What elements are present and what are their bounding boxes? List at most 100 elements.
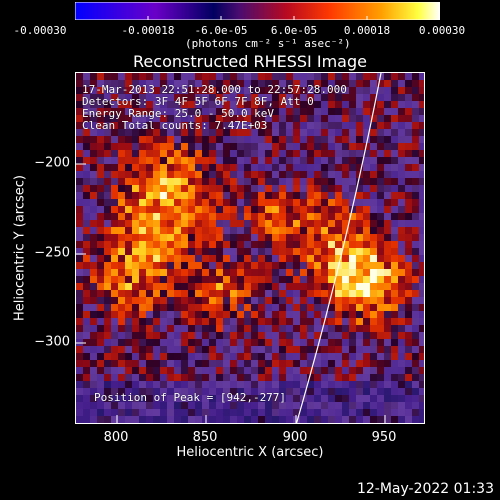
heatmap-cell — [412, 395, 419, 402]
heatmap-cell — [391, 157, 398, 164]
heatmap-cell — [118, 108, 125, 115]
heatmap-cell — [377, 255, 384, 262]
heatmap-cell — [76, 269, 83, 276]
heatmap-cell — [216, 73, 223, 80]
heatmap-cell — [111, 220, 118, 227]
heatmap-cell — [97, 220, 104, 227]
heatmap-cell — [335, 143, 342, 150]
heatmap-cell — [342, 381, 349, 388]
heatmap-cell — [174, 367, 181, 374]
heatmap-cell — [328, 241, 335, 248]
heatmap-cell — [83, 304, 90, 311]
heatmap-cell — [307, 115, 314, 122]
heatmap-cell — [174, 115, 181, 122]
heatmap-cell — [111, 178, 118, 185]
heatmap-cell — [258, 360, 265, 367]
heatmap-cell — [125, 87, 132, 94]
heatmap-cell — [111, 199, 118, 206]
heatmap-cell — [279, 262, 286, 269]
heatmap-cell — [300, 73, 307, 80]
heatmap-cell — [314, 108, 321, 115]
heatmap-cell — [419, 206, 424, 213]
heatmap-cell — [279, 360, 286, 367]
heatmap-cell — [111, 206, 118, 213]
heatmap-cell — [419, 192, 424, 199]
heatmap-cell — [132, 353, 139, 360]
heatmap-cell — [384, 367, 391, 374]
heatmap-cell — [83, 94, 90, 101]
heatmap-cell — [356, 234, 363, 241]
heatmap-cell — [97, 381, 104, 388]
heatmap-cell — [321, 367, 328, 374]
heatmap-cell — [132, 346, 139, 353]
heatmap-cell — [153, 353, 160, 360]
heatmap-cell — [349, 388, 356, 395]
heatmap-cell — [174, 381, 181, 388]
heatmap-cell — [265, 87, 272, 94]
heatmap-cell — [412, 276, 419, 283]
heatmap-cell — [286, 73, 293, 80]
heatmap-cell — [265, 290, 272, 297]
heatmap-cell — [216, 374, 223, 381]
heatmap-cell — [125, 178, 132, 185]
heatmap-cell — [391, 136, 398, 143]
heatmap-cell — [160, 80, 167, 87]
heatmap-cell — [202, 220, 209, 227]
heatmap-cell — [363, 395, 370, 402]
heatmap-cell — [83, 192, 90, 199]
heatmap-cell — [209, 374, 216, 381]
heatmap-cell — [412, 73, 419, 80]
heatmap-cell — [356, 423, 363, 424]
heatmap-cell — [286, 234, 293, 241]
heatmap-cell — [195, 80, 202, 87]
heatmap-cell — [153, 108, 160, 115]
heatmap-cell — [230, 304, 237, 311]
heatmap-cell — [111, 339, 118, 346]
heatmap-cell — [132, 381, 139, 388]
heatmap-cell — [83, 360, 90, 367]
heatmap-cell — [384, 374, 391, 381]
heatmap-cell — [146, 339, 153, 346]
heatmap-cell — [307, 269, 314, 276]
heatmap-cell — [356, 255, 363, 262]
heatmap-cell — [412, 108, 419, 115]
heatmap-cell — [342, 213, 349, 220]
heatmap-cell — [125, 339, 132, 346]
heatmap-cell — [83, 423, 90, 424]
heatmap-cell — [377, 374, 384, 381]
heatmap-cell — [125, 346, 132, 353]
heatmap-cell — [405, 199, 412, 206]
heatmap-cell — [97, 423, 104, 424]
heatmap-cell — [195, 381, 202, 388]
heatmap-cell — [272, 346, 279, 353]
heatmap-cell — [335, 381, 342, 388]
heatmap-cell — [223, 255, 230, 262]
heatmap-cell — [286, 87, 293, 94]
heatmap-cell — [167, 311, 174, 318]
heatmap-cell — [181, 73, 188, 80]
heatmap-cell — [307, 164, 314, 171]
heatmap-cell — [370, 213, 377, 220]
heatmap-cell — [286, 136, 293, 143]
heatmap-cell — [321, 150, 328, 157]
heatmap-cell — [244, 374, 251, 381]
heatmap-cell — [237, 178, 244, 185]
colorbar-tick-label: -6.0e-05 — [194, 24, 248, 37]
heatmap-cell — [286, 346, 293, 353]
heatmap-cell — [377, 409, 384, 416]
heatmap-cell — [223, 276, 230, 283]
heatmap-cell — [244, 178, 251, 185]
heatmap-cell — [384, 220, 391, 227]
heatmap-cell — [293, 136, 300, 143]
heatmap-cell — [370, 94, 377, 101]
heatmap-cell — [328, 409, 335, 416]
heatmap-cell — [104, 129, 111, 136]
heatmap-cell — [195, 311, 202, 318]
heatmap-cell — [223, 227, 230, 234]
heatmap-cell — [377, 157, 384, 164]
heatmap-cell — [83, 150, 90, 157]
heatmap-cell — [104, 234, 111, 241]
heatmap-cell — [398, 367, 405, 374]
heatmap-cell — [202, 94, 209, 101]
heatmap-cell — [83, 276, 90, 283]
